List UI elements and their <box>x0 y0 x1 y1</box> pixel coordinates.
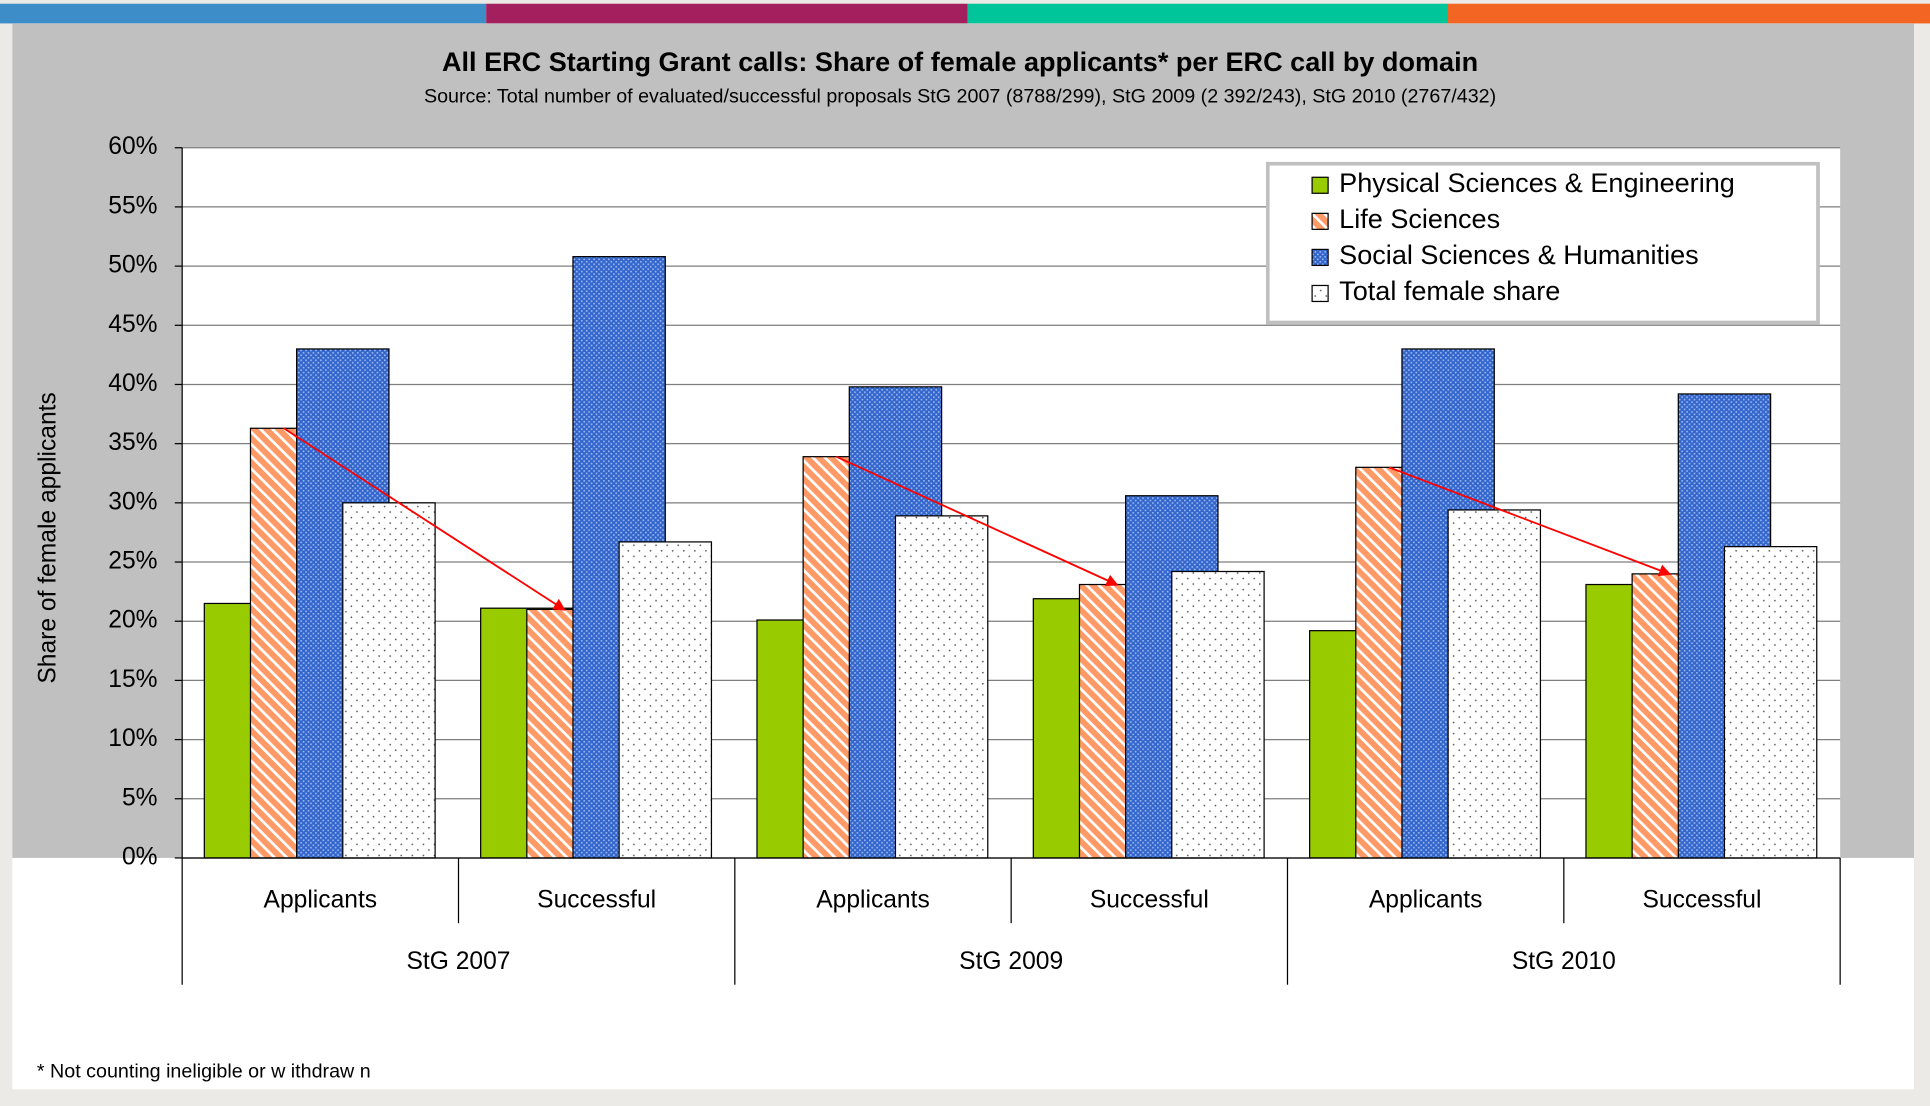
y-tick-label: 40% <box>108 370 157 397</box>
strip <box>967 3 1448 24</box>
y-tick-label: 10% <box>108 725 157 752</box>
group-label: StG 2007 <box>407 948 511 975</box>
y-tick-label: 35% <box>108 429 157 456</box>
group-label: StG 2009 <box>959 948 1063 975</box>
y-tick-label: 45% <box>108 311 157 338</box>
legend-box <box>1265 161 1820 325</box>
bar <box>1723 546 1818 859</box>
x-tick-label: Applicants <box>816 887 930 914</box>
chart-title: All ERC Starting Grant calls: Share of f… <box>442 46 1478 77</box>
trend-arrow <box>1388 466 1672 577</box>
legend-label: Physical Sciences & Engineering <box>1339 167 1735 198</box>
bar <box>894 515 989 859</box>
trend-arrow <box>835 455 1119 587</box>
chart-subtitle: Source: Total number of evaluated/succes… <box>424 85 1496 107</box>
y-tick-label: 25% <box>108 548 157 575</box>
legend-swatch <box>1311 176 1329 194</box>
y-axis-label: Share of female applicants <box>35 392 62 683</box>
y-tick-label: 20% <box>108 607 157 634</box>
legend-swatch <box>1311 248 1329 267</box>
x-tick-label: Successful <box>537 887 656 914</box>
legend-label: Life Sciences <box>1339 203 1500 234</box>
strip <box>0 3 487 24</box>
legend-label: Social Sciences & Humanities <box>1339 239 1698 270</box>
strip <box>486 3 968 24</box>
legend-swatch <box>1311 284 1329 303</box>
y-tick-label: 30% <box>108 488 157 515</box>
group-label: StG 2010 <box>1512 948 1616 975</box>
strip <box>1447 3 1930 24</box>
y-tick-label: 5% <box>122 784 158 811</box>
y-tick-label: 55% <box>108 192 157 219</box>
footnote: * Not counting ineligible or w ithdraw n <box>37 1060 371 1082</box>
trend-arrow <box>283 427 566 611</box>
bar <box>1171 570 1265 859</box>
bar <box>1447 509 1542 859</box>
y-tick-label: 50% <box>108 252 157 279</box>
x-tick-label: Successful <box>1090 887 1209 914</box>
y-tick-label: 15% <box>108 666 157 693</box>
x-tick-label: Successful <box>1642 887 1761 914</box>
y-tick-label: 60% <box>108 133 157 160</box>
bar <box>618 541 713 859</box>
x-tick-label: Applicants <box>1369 887 1483 914</box>
y-tick-label: 0% <box>122 843 158 870</box>
legend-swatch <box>1311 212 1329 230</box>
x-tick-label: Applicants <box>264 887 378 914</box>
bar <box>342 502 436 859</box>
legend-label: Total female share <box>1339 275 1560 306</box>
